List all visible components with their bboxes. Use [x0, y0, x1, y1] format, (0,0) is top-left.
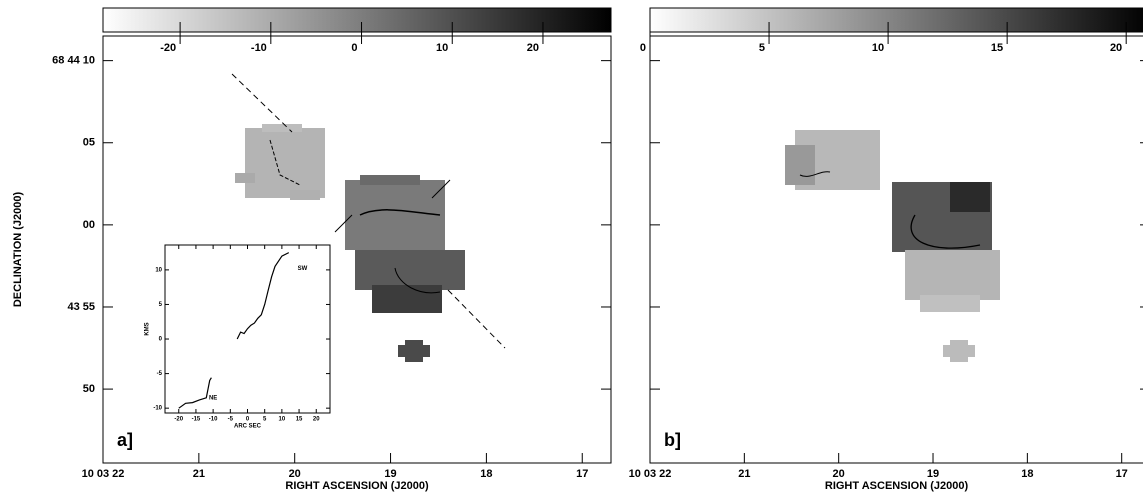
- colorbar: [103, 8, 611, 32]
- x-axis-label: RIGHT ASCENSION (J2000): [825, 480, 969, 492]
- colorbar-tick-label: 5: [759, 42, 765, 54]
- colorbar-tick-label: -10: [251, 42, 267, 54]
- y-tick-label: 50: [83, 383, 95, 395]
- inset-y-tick-label: -5: [157, 371, 163, 377]
- x-tick-label: 10 03 22: [629, 468, 672, 480]
- x-tick-label: 19: [927, 468, 939, 480]
- panel-label: a]: [117, 430, 133, 450]
- inset-y-tick-label: -10: [153, 406, 162, 412]
- inset-annotation: SW: [298, 266, 308, 272]
- x-tick-label: 18: [1021, 468, 1033, 480]
- inset-x-tick-label: -20: [174, 417, 183, 423]
- x-tick-label: 21: [738, 468, 750, 480]
- map-image-b: [785, 130, 1000, 362]
- y-tick-label: 43 55: [67, 301, 95, 313]
- inset-y-tick-label: 5: [159, 302, 163, 308]
- inset-x-tick-label: -10: [209, 417, 218, 423]
- y-axis-label: DECLINATION (J2000): [12, 192, 24, 308]
- inset-x-tick-label: -15: [192, 417, 201, 423]
- x-tick-label: 21: [193, 468, 205, 480]
- inset-x-tick-label: 15: [296, 417, 303, 423]
- x-axis-label: RIGHT ASCENSION (J2000): [285, 480, 429, 492]
- y-tick-label: 68 44 10: [52, 55, 95, 67]
- inset-annotation: NE: [209, 395, 217, 401]
- inset-x-label: ARC SEC: [234, 424, 262, 430]
- colorbar-tick-label: 10: [872, 42, 884, 54]
- inset-x-tick-label: -5: [228, 417, 234, 423]
- colorbar-tick-label: 10: [436, 42, 448, 54]
- x-tick-label: 10 03 22: [82, 468, 125, 480]
- inset-y-label: KMS: [145, 322, 151, 335]
- colorbar: [650, 8, 1143, 32]
- x-tick-label: 20: [289, 468, 301, 480]
- colorbar-tick-label: 20: [527, 42, 539, 54]
- inset-x-tick-label: 0: [246, 417, 250, 423]
- y-tick-label: 00: [83, 219, 95, 231]
- x-tick-label: 20: [833, 468, 845, 480]
- x-tick-label: 17: [1116, 468, 1128, 480]
- y-tick-label: 05: [83, 137, 95, 149]
- x-tick-label: 19: [384, 468, 396, 480]
- x-tick-label: 18: [480, 468, 492, 480]
- colorbar-tick-label: 0: [351, 42, 357, 54]
- inset-y-tick-label: 10: [155, 267, 162, 273]
- inset-x-tick-label: 10: [279, 417, 286, 423]
- colorbar-tick-label: -20: [160, 42, 176, 54]
- inset-y-tick-label: 0: [159, 337, 163, 343]
- colorbar-tick-label: 15: [991, 42, 1003, 54]
- colorbar-tick-label: 0: [640, 42, 646, 54]
- inset-x-tick-label: 5: [263, 417, 267, 423]
- figure: -20-100102010 03 22212019181768 44 10050…: [0, 0, 1143, 495]
- inset-x-tick-label: 20: [313, 417, 320, 423]
- panel-label: b]: [664, 430, 681, 450]
- x-tick-label: 17: [576, 468, 588, 480]
- colorbar-tick-label: 20: [1110, 42, 1122, 54]
